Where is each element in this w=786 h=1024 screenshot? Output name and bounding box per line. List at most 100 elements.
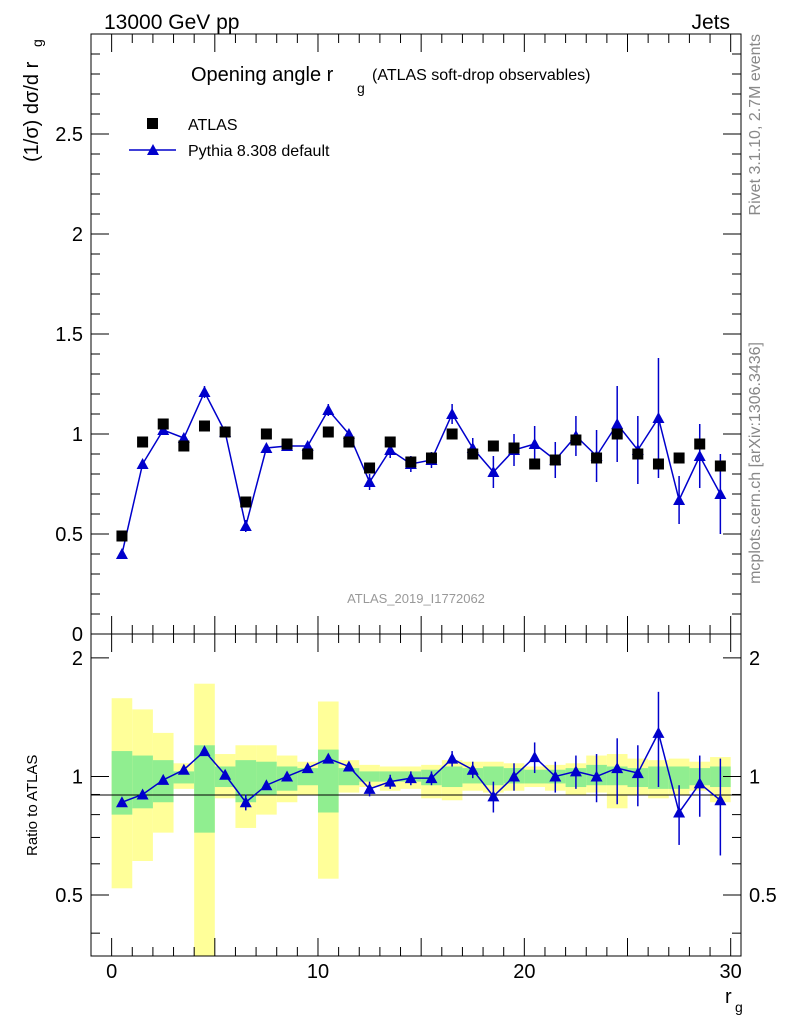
atlas-data-point: [240, 496, 252, 508]
atlas-data-point: [364, 462, 376, 474]
ratio-inner-band: [111, 751, 133, 815]
legend-atlas-label: ATLAS: [188, 117, 238, 134]
ratio-data-point: [652, 726, 665, 738]
ratio-ticks: 0.5 0.51 12 20 10 20 30: [55, 634, 777, 983]
ratio-y-tick-label-left: 1: [72, 766, 83, 788]
ratio-data-point: [404, 772, 417, 784]
pythia-data-point: [652, 412, 665, 423]
atlas-data-point: [694, 438, 706, 450]
atlas-data-point: [570, 434, 582, 446]
pythia-data-point: [446, 408, 459, 419]
atlas-data-point: [611, 428, 623, 440]
x-axis-label: r: [725, 986, 732, 1008]
atlas-data-point: [302, 448, 314, 460]
ratio-inner-band: [194, 745, 215, 833]
atlas-data-point: [384, 436, 396, 448]
ratio-data-point: [693, 777, 706, 789]
main-y-axis-label: (1/σ) dσ/d r: [21, 61, 43, 162]
pythia-data-point: [301, 440, 314, 451]
ratio-y-tick-label-right: 2: [749, 648, 760, 670]
ratio-inner-band: [132, 755, 153, 809]
ratio-data-point: [239, 796, 252, 808]
ratio-data-point: [446, 752, 459, 764]
ratio-data-point: [115, 796, 128, 808]
atlas-data-point: [260, 428, 272, 440]
ratio-data-point: [528, 751, 541, 763]
pythia-data-point: [363, 476, 376, 487]
ratio-marks: [115, 691, 727, 856]
atlas-data-point: [116, 530, 128, 542]
ratio-data-point: [363, 782, 376, 794]
legend-pythia-marker: [147, 144, 159, 155]
x-tick-label: 20: [513, 961, 535, 983]
ratio-y-tick-label-left: 0.5: [55, 885, 83, 907]
pythia-data-point: [239, 520, 252, 531]
ratio-data-point: [466, 763, 479, 775]
ratio-data-point: [508, 770, 521, 782]
ratio-y-tick-label-right: 1: [749, 766, 760, 788]
pythia-data-point: [198, 386, 211, 397]
chart-title-subscript: g: [357, 80, 365, 96]
main-y-tick-label: 0: [72, 624, 83, 646]
main-y-tick-label: 2: [72, 224, 83, 246]
atlas-data-point: [673, 452, 685, 464]
ratio-bands: [111, 683, 731, 956]
atlas-data-point: [549, 454, 561, 466]
pythia-data-point: [487, 466, 500, 477]
ratio-inner-band: [668, 766, 690, 789]
ratio-data-point: [590, 770, 603, 782]
ratio-inner-band: [256, 761, 277, 795]
x-tick-label: 0: [106, 961, 117, 983]
main-ticks: 0 0.5 1 1.5 2 2.5: [55, 34, 741, 646]
pythia-data-point: [714, 488, 727, 499]
main-panel: 0 0.5 1 1.5 2 2.5 Opening angle r g (ATLAS so…: [21, 33, 742, 646]
mcplots-label: mcplots.cern.ch [arXiv:1306.3436]: [747, 342, 764, 584]
pythia-data-point: [528, 438, 541, 449]
atlas-data-point: [405, 456, 417, 468]
ratio-inner-band: [235, 760, 257, 803]
ratio-inner-band: [483, 766, 504, 786]
ratio-data-point: [714, 794, 727, 806]
ratio-data-point: [425, 772, 438, 784]
atlas-data-point: [632, 448, 644, 460]
pythia-data-point: [384, 444, 397, 455]
ratio-data-point: [136, 788, 149, 800]
main-y-tick-label: 1.5: [55, 324, 83, 346]
main-y-axis-label-subscript: g: [29, 39, 45, 47]
header-energy-label: 13000 GeV pp: [104, 11, 239, 34]
atlas-data-point: [467, 448, 479, 460]
ratio-inner-band: [317, 749, 339, 813]
legend-atlas-marker: [147, 118, 158, 129]
atlas-data-point: [219, 426, 231, 438]
pythia-data-point: [342, 428, 355, 439]
header-jets-label: Jets: [691, 11, 730, 34]
chart-title-main: Opening angle r: [191, 64, 334, 86]
ratio-inner-band: [524, 769, 545, 784]
ratio-frame: [90, 633, 742, 957]
atlas-data-point: [137, 436, 149, 448]
atlas-data-point: [157, 418, 169, 430]
rivet-version-label: Rivet 3.1.10, 2.7M events: [747, 34, 764, 215]
chart-title: Opening angle r: [191, 64, 334, 86]
ratio-data-point: [342, 760, 355, 772]
ratio-data-point: [177, 763, 190, 775]
atlas-data-point: [652, 458, 664, 470]
atlas-data-point: [178, 440, 190, 452]
main-y-tick-label: 0.5: [55, 524, 83, 546]
atlas-data-point: [322, 426, 334, 438]
atlas-data-point: [446, 428, 458, 440]
main-y-tick-label: 2.5: [55, 124, 83, 146]
ratio-data-point: [631, 767, 644, 779]
pythia-data-point: [673, 494, 686, 505]
x-axis-label-subscript: g: [735, 999, 743, 1015]
ratio-inner-band: [359, 771, 380, 782]
ratio-data-point: [549, 770, 562, 782]
pythia-series-line: [121, 390, 722, 555]
main-marks: [115, 358, 727, 559]
pythia-data-point: [177, 432, 190, 443]
pythia-data-point: [115, 548, 128, 559]
ratio-data-point: [611, 762, 624, 774]
ratio-data-point: [301, 762, 314, 774]
ratio-data-point: [569, 765, 582, 777]
ratio-data-point: [281, 770, 294, 782]
